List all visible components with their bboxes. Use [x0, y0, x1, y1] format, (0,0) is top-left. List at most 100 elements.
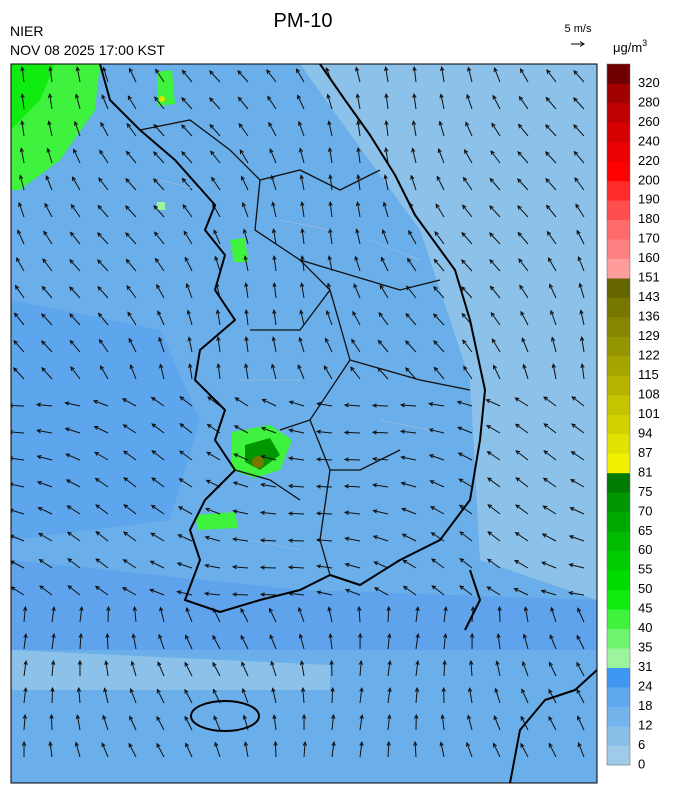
- wind-arrow: [298, 633, 305, 650]
- wind-arrow: [574, 177, 585, 191]
- wind-arrow: [428, 428, 445, 434]
- wind-arrow: [443, 605, 448, 623]
- wind-arrow: [148, 588, 165, 596]
- wind-arrow: [550, 606, 557, 623]
- wind-arrow: [287, 511, 305, 516]
- wind-arrow: [287, 483, 305, 489]
- wind-arrow: [513, 588, 529, 596]
- wind-arrow: [352, 310, 361, 326]
- colorbar-label: 45: [638, 601, 652, 616]
- wind-arrow: [50, 659, 56, 677]
- wind-arrow: [297, 94, 305, 110]
- wind-arrow: [261, 399, 277, 407]
- wind-arrow: [240, 175, 249, 191]
- wind-arrow: [231, 592, 249, 597]
- colorbar-label: 55: [638, 562, 652, 577]
- colorbar-swatch: [607, 414, 630, 435]
- wind-arrow: [406, 257, 417, 272]
- wind-arrow: [461, 286, 473, 299]
- wind-arrow: [493, 364, 501, 380]
- wind-arrow: [69, 258, 81, 272]
- wind-arrow: [467, 66, 473, 83]
- colorbar-swatch: [607, 745, 630, 766]
- wind-arrow: [329, 659, 334, 677]
- wind-arrow: [216, 335, 221, 353]
- wind-arrow: [75, 66, 81, 83]
- colorbar-label: 0: [638, 756, 645, 771]
- colorbar-swatch: [607, 706, 630, 727]
- wind-arrow: [260, 454, 277, 461]
- colorbar-swatch: [607, 83, 630, 104]
- wind-arrow: [123, 531, 137, 542]
- wind-arrow: [462, 176, 473, 191]
- wind-arrow: [176, 562, 193, 569]
- wind-arrow: [463, 365, 473, 380]
- wind-arrow: [579, 336, 585, 353]
- wind-arrow: [159, 606, 165, 623]
- wind-arrow: [343, 430, 361, 435]
- wind-arrow: [37, 507, 53, 515]
- wind-arrow: [126, 122, 137, 137]
- wind-arrow: [20, 120, 25, 137]
- wind-arrow: [39, 585, 53, 596]
- wind-arrow: [575, 203, 585, 218]
- wind-arrow: [204, 507, 221, 515]
- colorbar-swatch: [607, 395, 630, 415]
- wind-arrow: [47, 93, 53, 110]
- colorbar-label: 220: [638, 153, 660, 168]
- wind-arrow: [545, 204, 557, 218]
- colorbar-swatch: [607, 570, 630, 591]
- wind-arrow: [514, 423, 529, 434]
- wind-arrow: [150, 396, 165, 407]
- wind-arrow: [11, 560, 25, 569]
- wind-arrow: [46, 147, 53, 164]
- wind-arrow: [358, 659, 364, 677]
- wind-arrow: [517, 150, 529, 164]
- wind-arrow: [522, 363, 529, 380]
- wind-arrow: [210, 150, 221, 164]
- wind-arrow: [22, 713, 28, 731]
- wind-arrow: [490, 150, 501, 164]
- wind-arrow: [213, 229, 221, 245]
- colorbar-label: 18: [638, 698, 652, 713]
- wind-arrow: [151, 477, 165, 488]
- wind-arrow: [549, 283, 557, 299]
- wind-arrow: [179, 423, 193, 434]
- wind-arrow: [181, 177, 193, 191]
- wind-arrow: [428, 454, 445, 461]
- wind-arrow: [181, 69, 193, 83]
- wind-arrow: [300, 201, 305, 218]
- wind-arrow: [124, 205, 137, 218]
- wind-arrow: [486, 451, 501, 461]
- wind-arrow: [459, 558, 473, 569]
- wind-arrow: [493, 742, 501, 758]
- wind-arrow: [359, 686, 364, 704]
- wind-arrow: [272, 254, 277, 272]
- wind-arrow: [41, 366, 53, 380]
- wind-arrow: [327, 606, 333, 623]
- wind-arrow: [177, 534, 193, 542]
- wind-arrow: [431, 585, 445, 596]
- wind-arrow: [576, 688, 585, 704]
- wind-arrow: [154, 96, 165, 110]
- wind-arrow: [384, 147, 389, 164]
- wind-arrow: [547, 257, 557, 272]
- wind-arrow: [237, 96, 249, 110]
- wind-arrow: [185, 634, 193, 650]
- wind-arrow: [328, 173, 333, 191]
- wind-arrow: [270, 174, 277, 191]
- wind-arrow: [185, 606, 193, 623]
- wind-arrow: [517, 123, 529, 137]
- wind-arrow: [23, 660, 28, 677]
- colorbar-label: 94: [638, 425, 652, 440]
- wind-arrow: [387, 659, 392, 677]
- wind-arrow: [123, 477, 137, 488]
- province-borders: [139, 119, 471, 576]
- wind-arrow: [568, 563, 585, 569]
- colorbar-label: 65: [638, 523, 652, 538]
- wind-arrow: [316, 564, 333, 569]
- wind-arrow: [42, 258, 53, 272]
- colorbar-swatch: [607, 278, 630, 298]
- wind-arrow: [485, 424, 501, 434]
